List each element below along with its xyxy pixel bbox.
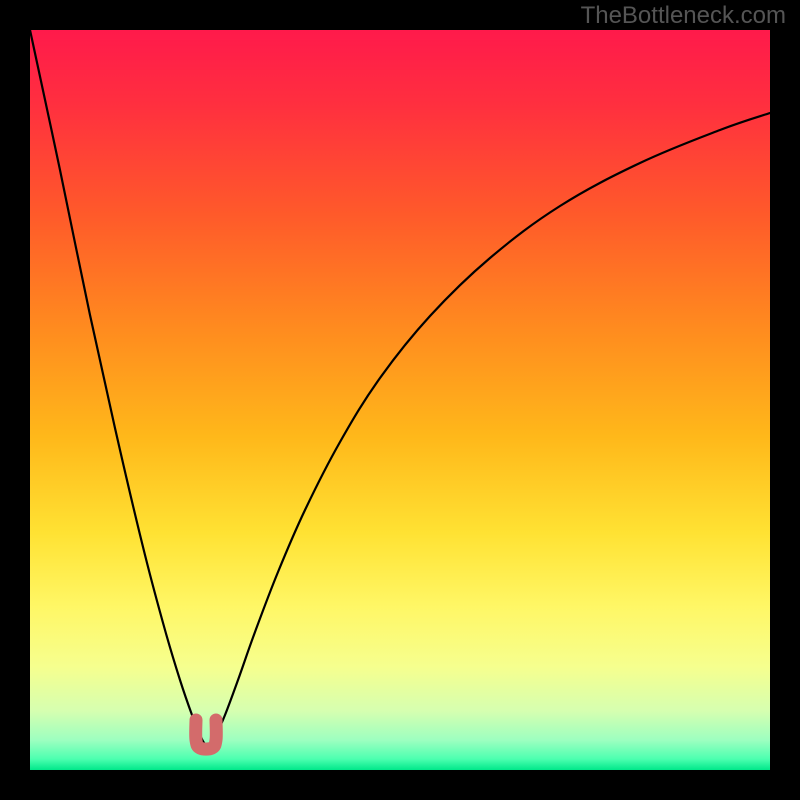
plot-area — [30, 30, 770, 770]
chart-container: TheBottleneck.com — [0, 0, 800, 800]
bottleneck-chart — [0, 0, 800, 800]
